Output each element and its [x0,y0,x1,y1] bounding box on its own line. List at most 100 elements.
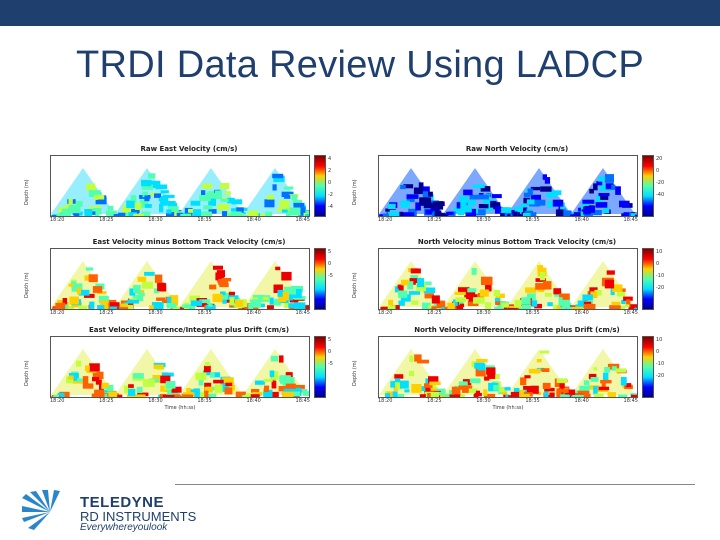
velocity-cell [507,307,518,309]
velocity-cell [385,393,391,397]
velocity-cell [485,283,492,292]
velocity-cell [451,386,457,395]
velocity-cell [474,209,486,216]
velocity-cell [166,213,174,216]
velocity-cell [245,393,254,397]
velocity-cell [395,378,401,383]
velocity-cell [57,392,65,397]
velocity-cell [92,286,103,293]
velocity-cell [128,388,136,396]
velocity-cell [96,205,101,209]
velocity-cell [113,214,123,216]
plot-title: North Velocity minus Bottom Track Veloci… [417,238,617,246]
velocity-cell [531,300,538,307]
velocity-cell [577,390,590,397]
velocity-cell [620,377,627,386]
velocity-cell [248,212,254,216]
velocity-cell [488,382,499,392]
velocity-cell [186,388,192,394]
velocity-cell [133,394,146,397]
velocity-cell [528,368,541,374]
velocity-cell [285,208,293,212]
velocity-cell [594,393,604,397]
velocity-cell [289,299,299,303]
velocity-cell [235,300,244,307]
velocity-cell [205,304,216,309]
velocity-cell [212,293,223,303]
velocity-cell [498,390,504,394]
velocity-cell [394,374,404,379]
velocity-cell [572,395,584,397]
x-tick-label: 18:35 [525,310,540,316]
colorbar-tick-label: 0 [328,180,332,186]
velocity-cell [387,305,396,309]
x-tick-label: 18:35 [197,217,212,223]
colorbar-tick-label: -2 [328,192,333,198]
velocity-cell [623,296,633,301]
velocity-cell [207,191,217,195]
velocity-cell [222,382,230,392]
velocity-cell [481,276,493,285]
velocity-cell [422,191,428,199]
velocity-cell [151,302,161,309]
velocity-cell [486,367,496,375]
velocity-cell [86,183,96,189]
velocity-cell [100,300,109,309]
x-tick-label: 18:20 [378,398,393,404]
velocity-cell [626,299,631,307]
velocity-cell [167,388,173,397]
velocity-cell [433,301,440,309]
velocity-cell [625,383,632,388]
velocity-cell [120,303,128,308]
velocity-cell [283,186,294,190]
velocity-cell [92,371,104,380]
velocity-cell [598,176,606,182]
velocity-cell [615,186,621,195]
logo-tagline: Everywhereyoulook [80,522,168,533]
velocity-cell [630,213,637,216]
velocity-cell [118,306,131,309]
velocity-cell [474,392,482,397]
plot-title: Raw East Velocity (cm/s) [140,145,238,153]
velocity-cell [88,190,101,198]
velocity-cell [218,279,229,285]
velocity-cell [441,306,446,309]
velocity-cell [534,199,546,206]
velocity-cell [132,373,144,379]
velocity-cell [471,267,477,275]
velocity-cell [423,287,436,294]
velocity-cell [216,270,225,278]
velocity-cell [407,281,414,290]
velocity-cell [284,286,296,295]
velocity-cell [390,381,396,388]
velocity-cell [277,289,284,297]
velocity-cell [630,394,637,397]
velocity-cell [458,381,468,386]
velocity-cell [403,184,414,189]
velocity-cell [109,306,118,309]
velocity-cell [203,205,213,210]
velocity-cell [175,394,184,397]
velocity-cell [396,211,404,216]
velocity-cell [89,363,100,372]
velocity-cell [493,385,500,391]
velocity-cell [593,367,598,371]
velocity-cell [228,291,235,296]
velocity-cell [290,387,302,394]
velocity-cell [128,212,138,216]
velocity-cell [176,212,183,216]
velocity-cell [617,292,625,297]
colorbar-ticks: 20 0 -20 -40 [656,153,664,201]
velocity-cell [598,193,610,197]
velocity-cell [101,382,109,388]
velocity-cell [446,211,454,215]
velocity-cell [76,287,82,295]
velocity-cell [480,186,491,192]
velocity-cell [209,284,217,290]
velocity-cell [430,383,436,389]
velocity-cell [379,214,384,216]
velocity-cell [477,363,486,371]
velocity-cell [583,303,596,309]
velocity-cell [137,276,147,282]
velocity-cell [155,184,168,190]
